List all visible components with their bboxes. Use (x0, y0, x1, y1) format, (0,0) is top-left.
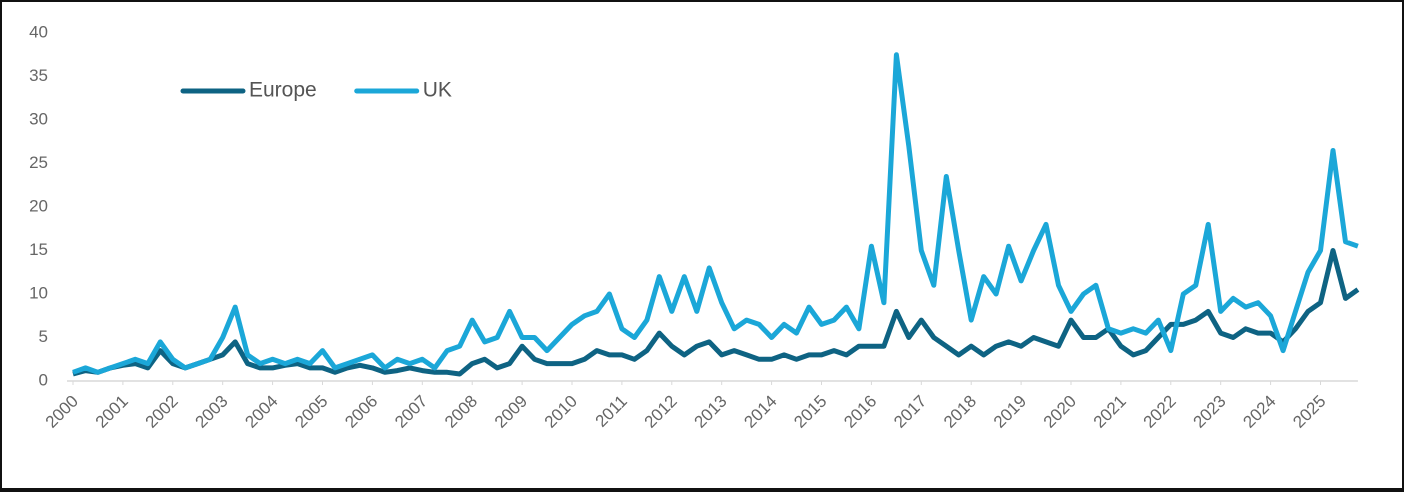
y-tick-label: 40 (29, 22, 48, 41)
x-tick-label: 2009 (491, 392, 531, 432)
x-tick-label: 2023 (1190, 392, 1230, 432)
x-tick-label: 2021 (1090, 392, 1130, 432)
x-tick-label: 2016 (840, 392, 880, 432)
x-tick-label: 2010 (541, 392, 581, 432)
legend-label: UK (423, 79, 452, 102)
x-tick-label: 2005 (291, 392, 331, 432)
x-tick-label: 2018 (940, 392, 980, 432)
y-tick-label: 10 (29, 283, 48, 302)
y-tick-label: 35 (29, 66, 48, 85)
x-tick-label: 2001 (92, 392, 132, 432)
y-tick-label: 20 (29, 196, 48, 215)
x-tick-label: 2013 (691, 392, 731, 432)
y-tick-label: 15 (29, 240, 48, 259)
x-tick-label: 2020 (1040, 392, 1080, 432)
x-tick-label: 2019 (990, 392, 1030, 432)
series-line (72, 52, 1359, 375)
series-line (72, 248, 1360, 377)
y-tick-label: 5 (39, 327, 48, 346)
x-tick-label: 2015 (790, 392, 830, 432)
x-tick-label: 2003 (192, 392, 232, 432)
legend-label: Europe (249, 79, 317, 102)
x-tick-label: 2002 (142, 392, 182, 432)
x-tick-label: 2000 (42, 392, 82, 432)
x-tick-label: 2025 (1289, 392, 1329, 432)
x-tick-label: 2007 (391, 392, 431, 432)
x-tick-label: 2011 (592, 392, 631, 431)
y-tick-label: 0 (39, 370, 48, 389)
x-tick-label: 2006 (341, 392, 381, 432)
y-tick-label: 25 (29, 153, 48, 172)
x-tick-label: 2017 (890, 392, 930, 432)
x-tick-label: 2014 (740, 392, 780, 432)
x-tick-label: 2024 (1239, 392, 1279, 432)
x-tick-label: 2022 (1140, 392, 1180, 432)
x-tick-label: 2008 (441, 392, 481, 432)
y-tick-label: 30 (29, 109, 48, 128)
x-tick-label: 2012 (641, 392, 681, 432)
x-tick-label: 2004 (241, 392, 281, 432)
